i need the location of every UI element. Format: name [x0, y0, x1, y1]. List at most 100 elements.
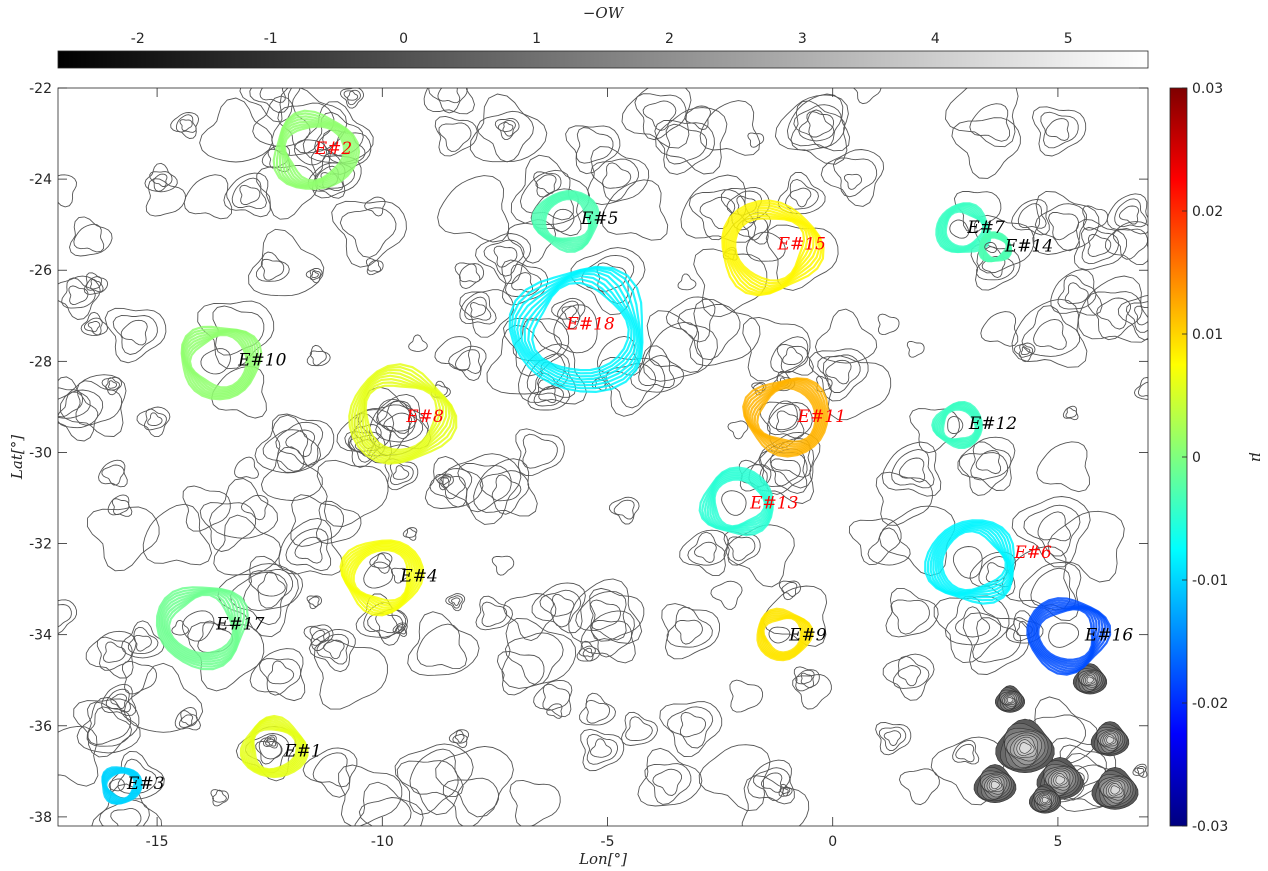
ow-contour-line [144, 162, 178, 193]
ow-contour-line [741, 775, 810, 826]
ow-contour-line [277, 102, 335, 154]
ow-contour-line [877, 313, 900, 336]
ow-contour-line [90, 278, 102, 290]
eddy-contour [245, 720, 305, 775]
ow-contour-line [255, 251, 290, 282]
ow-contour-line [309, 350, 327, 366]
eddy-contour [359, 374, 448, 458]
eddy-e13 [698, 466, 774, 537]
eddy-contour [938, 528, 1009, 593]
eddy-contour [188, 333, 248, 389]
ow-contour-line [677, 273, 697, 291]
ow-contour-line [677, 303, 741, 361]
eddy-contour [711, 475, 769, 530]
eddy-core-contour [1048, 622, 1079, 648]
ow-contour-line [454, 349, 481, 374]
ow-contour-line [955, 743, 975, 763]
ow-contour-line [451, 597, 461, 606]
ow-contour-line [313, 639, 388, 710]
eddy-contour [703, 470, 772, 532]
ow-contour-line [590, 620, 632, 658]
eddy-contour [756, 386, 817, 443]
ow-colorbar-bar [57, 50, 1149, 69]
ow-contour-line [679, 529, 729, 576]
ow-contour-line [479, 470, 530, 515]
eddy-label: E#13 [749, 494, 798, 514]
ow-contour-line [1011, 298, 1088, 368]
ow-contour-line [825, 359, 852, 385]
ow-contour-line [1106, 193, 1148, 235]
plot-frame [57, 87, 1149, 827]
ow-contour-line [602, 162, 632, 189]
ow-contour-line [275, 421, 324, 467]
eddy-contour [350, 365, 456, 464]
eddy-contour [940, 530, 1007, 592]
y-tick-label: -32 [29, 537, 52, 553]
ow-contour-line [1013, 342, 1036, 363]
eddy-contour [540, 195, 592, 243]
ow-contour-line [621, 88, 692, 149]
ow-contour-line [58, 275, 101, 320]
ow-contour-line [306, 344, 331, 367]
ow-contour-line [454, 733, 465, 743]
ow-contour-line [343, 89, 361, 106]
ow-contour-line [1134, 765, 1147, 777]
ow-contour-line [944, 595, 1002, 646]
ow-contour-line [448, 729, 470, 749]
ow-contour-line [501, 259, 548, 306]
ow-contour-line [882, 653, 935, 701]
ow-contour-line [303, 624, 334, 651]
ow-contour-line [1104, 221, 1148, 266]
ow-contour-line [389, 461, 414, 486]
ow-contour-line [58, 389, 104, 442]
ow-contour-line [127, 626, 159, 654]
ow-contour-line [170, 112, 200, 139]
ow-contour-line [254, 414, 322, 474]
ow-contour-line [395, 624, 407, 635]
eddy-e10 [180, 325, 263, 401]
ow-contour-line [699, 100, 761, 156]
ow-contour-line [405, 527, 417, 538]
eddy-contour [162, 589, 238, 661]
ow-contour-line [519, 169, 574, 221]
eddy-core-contour [377, 398, 418, 432]
mu-colorbar: 0.03 0.02 0.01 0 -0.01 -0.02 -0.03 μ [1169, 81, 1266, 835]
eddy-e15 [721, 199, 825, 297]
ow-contour-line [1134, 305, 1148, 326]
ow-contour-line [729, 679, 764, 713]
ow-contour-line [727, 420, 749, 440]
ow-contour-line [183, 174, 233, 220]
eddy-contour [186, 332, 250, 391]
ow-contour-line [817, 354, 861, 393]
ow-contour-line [897, 665, 922, 687]
ow-contour-line [848, 518, 902, 566]
ow-contour-line [469, 93, 548, 163]
ow-contour-line [1065, 407, 1078, 419]
ow-contour-line [260, 258, 285, 281]
eddy-label: E#12 [968, 414, 1017, 434]
ow-contour-line [239, 88, 301, 123]
ow-contour-line [258, 658, 302, 696]
eddy-contour [347, 545, 414, 607]
ow-contour-line [181, 714, 194, 726]
ow-contour-line [255, 740, 282, 765]
ow-contour-line [175, 114, 197, 133]
ow-contour-line [68, 285, 89, 305]
eddy-e7 [935, 202, 992, 254]
ow-contour-line [892, 655, 930, 689]
eddy-e14 [978, 231, 1013, 263]
ow-contour-line [557, 300, 581, 323]
ow-contour-line [510, 154, 591, 225]
ow-contour-line [59, 374, 127, 437]
ow-tick-label: 1 [532, 31, 541, 47]
ow-contour-line [373, 553, 391, 569]
ow-contour-line [693, 248, 768, 318]
eddy-contour [252, 728, 298, 771]
ow-contour-line [323, 639, 345, 660]
ow-contour-line [1082, 205, 1109, 231]
ow-contour-line [680, 174, 757, 243]
ow-contour-line [575, 590, 627, 641]
y-tick-label: -30 [29, 445, 52, 461]
ow-contour-line [111, 498, 130, 515]
eddy-contour [744, 378, 826, 455]
